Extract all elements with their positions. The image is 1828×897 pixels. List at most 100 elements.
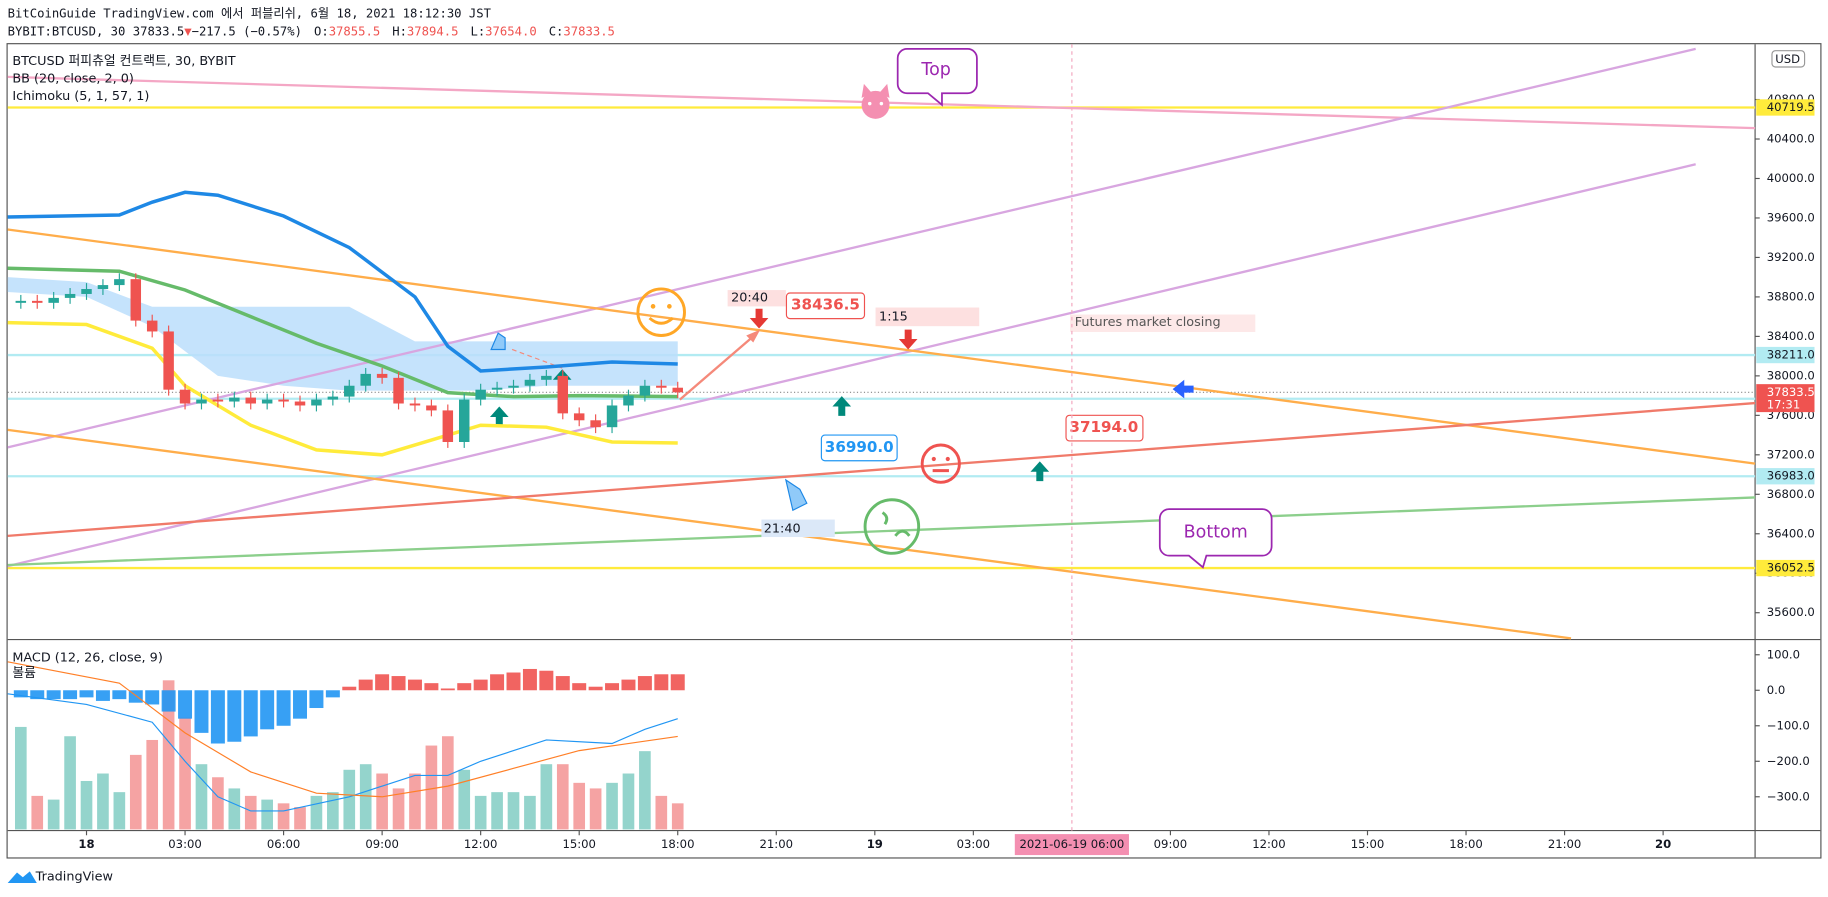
- last-price-label: 37833.5: [1767, 385, 1815, 399]
- annotation-text: 20:40: [731, 291, 768, 306]
- y-tick-label: 0.0: [1767, 683, 1786, 697]
- x-tick-label: 15:00: [562, 837, 596, 851]
- header-line2: BYBIT:BTCUSD, 30 37833.5▼−217.5 (−0.57%)…: [8, 24, 615, 38]
- volume-bar: [310, 795, 323, 830]
- x-tick-label: 09:00: [1154, 837, 1188, 851]
- candle-body: [442, 410, 454, 442]
- candle-body: [81, 289, 92, 294]
- volume-bar: [277, 803, 290, 830]
- volume-bar: [47, 799, 60, 830]
- trend-line: [7, 47, 1696, 449]
- histogram-bar: [605, 683, 620, 691]
- x-tick-label: 19: [867, 837, 883, 851]
- volume-bar: [474, 795, 487, 830]
- down-triangle: ▼: [184, 24, 192, 38]
- volume-bar: [31, 795, 44, 830]
- label-box: [785, 292, 866, 320]
- ichimoku-cloud: [7, 277, 678, 391]
- cat-icon: [861, 83, 890, 119]
- candle-body: [327, 396, 339, 400]
- volume-bar: [491, 792, 503, 830]
- histogram-bar: [358, 679, 373, 691]
- legend-item: BB (20, close, 2, 0): [12, 72, 134, 87]
- histogram-bar: [539, 670, 554, 691]
- indicator-line: [7, 320, 678, 457]
- candle-body: [229, 397, 240, 402]
- legend-item: MACD (12, 26, close, 9): [12, 651, 163, 666]
- candle-body: [146, 320, 158, 332]
- arrows: [489, 308, 1194, 512]
- annotation-text: 38436.5: [791, 296, 860, 314]
- last-price-box: [1756, 384, 1815, 413]
- annotation-text: 37194.0: [1069, 418, 1138, 436]
- x-tick-label: 18: [78, 837, 94, 851]
- candle-body: [639, 385, 651, 396]
- candle-body: [163, 331, 174, 390]
- histogram-bar: [621, 679, 636, 691]
- y-tick-label: 36400.0: [1767, 526, 1815, 540]
- callout: [1158, 508, 1273, 569]
- candle-body: [311, 399, 322, 406]
- callout: [896, 48, 978, 107]
- price-label: 36983.0: [1767, 469, 1815, 483]
- price-label-box: [1756, 468, 1815, 485]
- histogram-bar: [293, 690, 307, 719]
- volume-bar: [244, 795, 257, 830]
- currency-badge: [1771, 50, 1806, 68]
- candle-body: [97, 285, 109, 290]
- histogram-bar: [407, 679, 422, 691]
- histogram-bar: [243, 690, 258, 737]
- x-tick-label: 18:00: [661, 837, 695, 851]
- candle-body: [573, 413, 585, 421]
- histogram-bar: [391, 676, 406, 691]
- volume-bar: [671, 803, 684, 830]
- histogram-bar: [424, 683, 439, 691]
- volume-bar: [639, 751, 651, 830]
- label-box: [761, 519, 835, 538]
- candle-body: [491, 387, 503, 390]
- callout-text: Bottom: [1184, 522, 1248, 542]
- volume-bar: [441, 736, 454, 830]
- annotation-text: 36990.0: [825, 438, 894, 456]
- price-label: 36052.5: [1767, 561, 1815, 575]
- x-tick-label: 12:00: [1252, 837, 1286, 851]
- volume-bar: [80, 780, 93, 830]
- price-label-box: [1756, 99, 1815, 116]
- volume-bar: [359, 764, 372, 830]
- candle-body: [31, 300, 43, 303]
- volume-bar: [228, 788, 241, 830]
- x-tick-label: 03:00: [168, 837, 202, 851]
- brand-name: TradingView: [35, 870, 113, 885]
- annotations: Top Bottom 20:40 38436.5 1:15 Futures ma…: [489, 44, 1273, 831]
- histogram-bar: [555, 676, 570, 691]
- histogram-bar: [490, 674, 505, 691]
- histogram-bar: [13, 690, 28, 698]
- histogram-bar: [440, 688, 455, 691]
- annotation-text: Futures market closing: [1075, 315, 1221, 330]
- volume-bar: [655, 795, 668, 830]
- candle-body: [278, 399, 289, 402]
- volume-bar: [343, 769, 356, 830]
- candle-body: [294, 401, 306, 406]
- y-tick-label: 38400.0: [1767, 329, 1815, 343]
- candle-body: [376, 373, 388, 378]
- currency: USD: [1775, 52, 1800, 66]
- candle-body: [245, 397, 256, 404]
- y-tick-label: 36800.0: [1767, 487, 1815, 501]
- candle-body: [458, 399, 470, 442]
- candle-body: [623, 395, 634, 406]
- volume-bar: [261, 799, 273, 830]
- indicator-line: [7, 190, 678, 373]
- candle-body: [179, 389, 191, 404]
- candle-body: [48, 297, 59, 303]
- candle-body: [393, 377, 404, 404]
- candle-body: [15, 300, 27, 303]
- candle-body: [656, 385, 667, 388]
- candle-body: [672, 387, 683, 393]
- legend-item: Ichimoku (5, 1, 57, 1): [12, 89, 149, 104]
- x-tick-label: 06:00: [267, 837, 301, 851]
- ohlc-value: 37855.5: [329, 24, 381, 38]
- volume-bar: [294, 807, 306, 830]
- x-tick-label: 20: [1655, 837, 1671, 851]
